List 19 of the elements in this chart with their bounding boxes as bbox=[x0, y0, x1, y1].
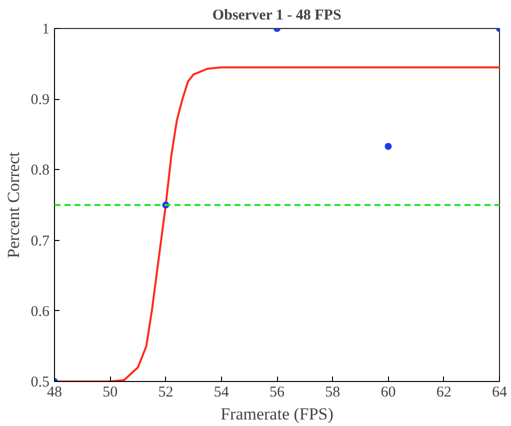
point bbox=[384, 142, 392, 150]
x-tick-label: 64 bbox=[492, 384, 508, 400]
x-axis-title: Framerate (FPS) bbox=[220, 404, 334, 424]
x-tick-label: 48 bbox=[47, 384, 62, 400]
y-tick-label: 0.8 bbox=[30, 162, 50, 179]
y-tick-label: 0.6 bbox=[30, 304, 50, 320]
x-tick-label: 62 bbox=[436, 384, 452, 400]
y-tick-label: 0.9 bbox=[30, 92, 50, 108]
x-tick-label: 54 bbox=[214, 384, 230, 400]
y-tick-label: 1 bbox=[42, 22, 50, 38]
y-tick-label: 0.7 bbox=[30, 233, 50, 250]
y-axis-title: Percent Correct bbox=[4, 152, 23, 258]
x-tick-label: 52 bbox=[158, 384, 174, 400]
y-tick-label: 0.5 bbox=[30, 374, 50, 390]
x-tick-label: 58 bbox=[325, 384, 340, 400]
x-tick-label: 60 bbox=[380, 384, 396, 400]
x-tick-label: 56 bbox=[270, 384, 285, 400]
x-tick-label: 50 bbox=[102, 384, 118, 400]
chart-title: Observer 1 - 48 FPS bbox=[212, 8, 342, 24]
